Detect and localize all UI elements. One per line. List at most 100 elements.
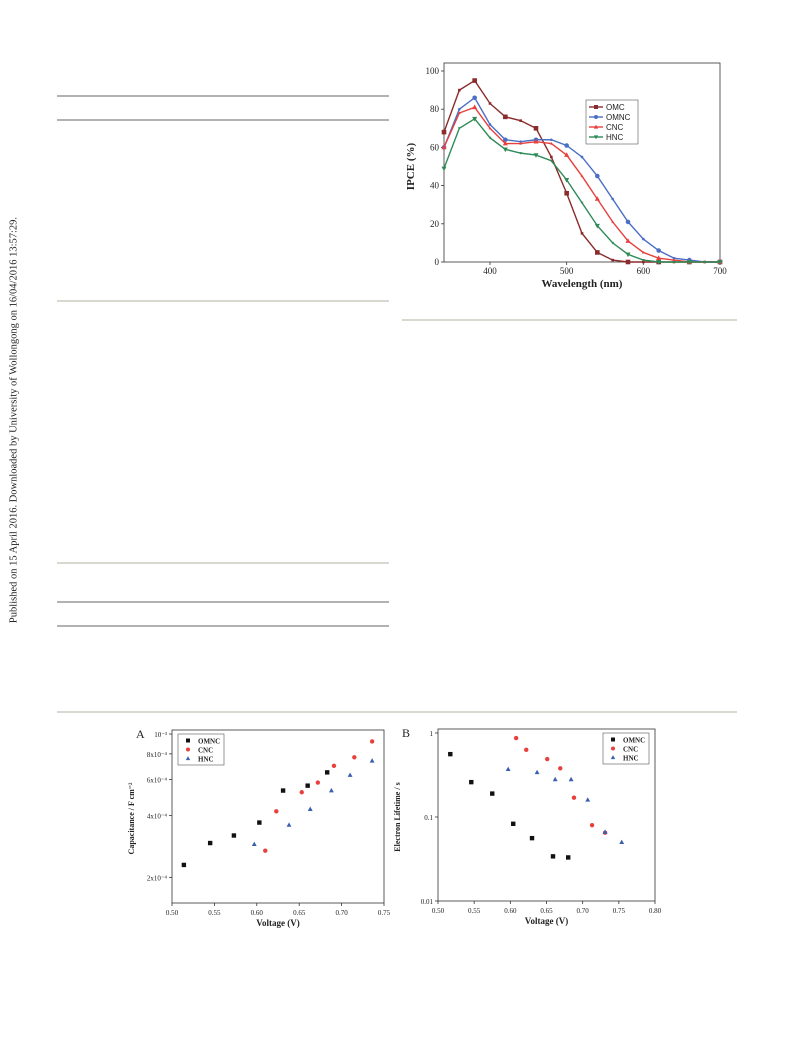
data-point <box>231 833 237 838</box>
data-point <box>594 105 598 109</box>
data-point <box>533 138 539 144</box>
data-point <box>533 126 539 131</box>
data-point <box>625 252 631 258</box>
y-tick-label: 0 <box>435 257 440 267</box>
legend-label: HNC <box>606 133 624 142</box>
data-point <box>564 143 569 148</box>
legend-label: OMNC <box>606 113 631 122</box>
data-point <box>594 196 600 201</box>
data-point <box>593 135 599 140</box>
data-point <box>324 770 330 775</box>
y-tick-label: 10⁻³ <box>154 731 167 739</box>
data-point <box>611 737 615 742</box>
data-point <box>505 766 511 772</box>
legend-box <box>602 732 650 765</box>
data-point <box>458 107 461 111</box>
y-tick-label: 8x10⁻⁴ <box>147 751 168 759</box>
data-point <box>656 255 662 261</box>
data-point <box>672 258 676 262</box>
data-point <box>280 788 286 793</box>
y-tick-label: 4x10⁻⁴ <box>147 813 168 821</box>
y-tick-label: 0.01 <box>421 898 434 906</box>
data-point <box>571 795 577 800</box>
legend-label: CNC <box>623 746 638 754</box>
x-tick-label: 0.50 <box>432 907 445 915</box>
x-tick-label: 0.65 <box>540 907 553 915</box>
data-point <box>642 237 645 241</box>
data-point <box>472 104 478 110</box>
data-point <box>625 238 631 243</box>
data-point <box>641 259 645 262</box>
data-point <box>181 862 187 868</box>
data-point <box>329 787 334 793</box>
data-point <box>593 124 599 129</box>
data-point <box>611 241 615 245</box>
x-tick-label: 0.55 <box>468 907 481 915</box>
data-point <box>594 115 598 119</box>
data-point <box>472 95 477 101</box>
data-point <box>519 152 523 155</box>
data-point <box>564 152 570 157</box>
legend-label: CNC <box>606 123 624 132</box>
data-point <box>611 746 615 751</box>
data-point <box>625 259 631 265</box>
data-point <box>511 821 516 826</box>
data-point <box>611 258 614 262</box>
x-tick-label: 0.60 <box>504 907 517 915</box>
legend-label: HNC <box>198 756 214 764</box>
x-axis-label: Wavelength (nm) <box>542 278 623 290</box>
data-point <box>672 260 676 264</box>
data-point <box>299 790 304 795</box>
data-point <box>472 116 478 122</box>
x-tick-label: 700 <box>713 266 727 276</box>
series-line <box>443 117 720 263</box>
data-point <box>550 155 553 159</box>
legend-label: CNC <box>198 747 213 755</box>
x-tick-label: 0.75 <box>613 907 626 915</box>
y-tick-label: 0.1 <box>424 814 433 822</box>
data-point <box>656 260 662 265</box>
y-tick-label: 80 <box>430 104 440 114</box>
data-point <box>519 142 523 145</box>
data-point <box>545 756 550 762</box>
x-tick-label: 0.60 <box>251 909 264 917</box>
x-tick-label: 0.50 <box>166 909 179 917</box>
y-axis-label: Electron Lifetime / s <box>393 782 402 851</box>
data-point <box>503 137 508 143</box>
x-tick-label: 0.75 <box>378 909 391 917</box>
data-point <box>488 126 492 130</box>
data-point <box>550 854 556 859</box>
y-axis-label: IPCE (%) <box>405 142 417 190</box>
data-point <box>307 806 313 811</box>
data-point <box>331 763 337 768</box>
data-point <box>656 248 661 253</box>
data-point <box>524 747 529 753</box>
data-point <box>441 166 447 172</box>
data-point <box>585 797 591 802</box>
data-point <box>564 178 570 183</box>
data-point <box>589 822 595 828</box>
y-tick-label: 6x10⁻⁴ <box>147 777 168 785</box>
x-tick-label: 0.70 <box>335 909 348 917</box>
data-point <box>595 250 600 255</box>
data-point <box>274 809 279 814</box>
data-point <box>488 102 492 105</box>
panel-label: B <box>402 726 410 740</box>
data-point <box>552 776 558 782</box>
data-point <box>441 129 447 135</box>
data-point <box>642 260 645 264</box>
y-tick-label: 1 <box>430 730 434 738</box>
data-point <box>564 190 569 196</box>
data-point <box>549 159 553 163</box>
data-point <box>533 153 539 158</box>
x-axis-label: Voltage (V) <box>525 916 568 926</box>
data-point <box>580 232 584 235</box>
data-point <box>457 127 461 130</box>
data-point <box>488 136 492 140</box>
data-point <box>458 88 461 92</box>
data-point <box>550 138 553 142</box>
data-point <box>686 260 692 265</box>
data-point <box>641 250 645 254</box>
data-point <box>186 747 190 752</box>
